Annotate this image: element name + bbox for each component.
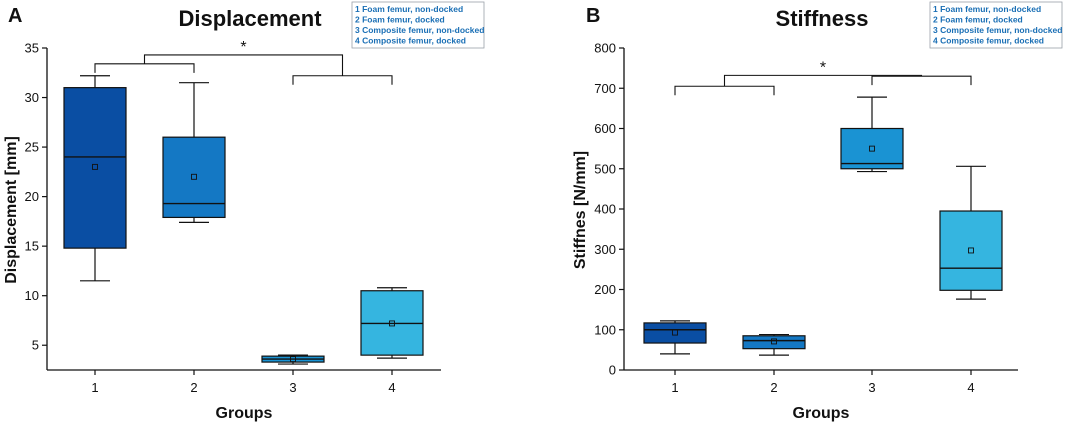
x-tick-label: 3 (289, 380, 296, 395)
legend-entry: 3 Composite femur, non-docked (355, 25, 484, 35)
mean-marker (869, 145, 875, 152)
x-tick-label: 1 (91, 380, 98, 395)
x-tick-label: 4 (388, 380, 395, 395)
y-tick-label: 20 (25, 189, 39, 204)
legend-entry: 4 Composite femur, docked (933, 36, 1044, 46)
y-tick-label: 15 (25, 239, 39, 254)
legend-entry: 4 Composite femur, docked (355, 36, 466, 46)
chart-panel-b: B Stiffness 0 100 200 300 400 500 600 700 800 1 2 3 4 G… (572, 1, 1063, 422)
chart-panel-a: A Displacement 5 10 15 20 25 30 35 1 2 3 4 Groups Disp… (3, 1, 485, 422)
y-tick-label: 10 (25, 288, 39, 303)
x-tick-label: 1 (671, 380, 678, 395)
box-iqr (643, 322, 707, 344)
y-axis-title: Stiffnes [N/mm] (572, 151, 589, 269)
y-tick-label: 30 (25, 90, 39, 105)
legend-box (929, 1, 1063, 49)
x-axis-title: Groups (793, 405, 850, 422)
mean-marker (672, 329, 678, 336)
significance-bracket (674, 74, 972, 96)
box-group-2 (742, 333, 806, 356)
box-iqr (742, 335, 806, 350)
mean-marker (968, 247, 974, 254)
chart-title: Displacement (178, 6, 322, 31)
y-tick-label: 35 (25, 41, 39, 56)
box-iqr (840, 127, 904, 170)
y-tick-label: 25 (25, 140, 39, 155)
x-tick-label: 2 (190, 380, 197, 395)
box-iqr (162, 136, 226, 219)
mean-marker (191, 173, 197, 180)
box-group-4 (360, 287, 424, 359)
legend-entry: 1 Foam femur, non-docked (933, 4, 1041, 14)
x-tick-label: 2 (770, 380, 777, 395)
bracket-right (292, 75, 393, 85)
y-tick-label: 200 (594, 282, 616, 297)
box-group-3 (261, 354, 325, 365)
y-tick-label: 100 (594, 322, 616, 337)
legend-entry: 2 Foam femur, docked (355, 15, 445, 25)
y-tick-label: 400 (594, 202, 616, 217)
y-tick-label: 500 (594, 161, 616, 176)
box-group-3 (840, 96, 904, 173)
panel-letter: A (8, 5, 22, 27)
bracket-top (143, 54, 344, 76)
significance-label: * (820, 59, 826, 76)
panel-letter: B (586, 5, 600, 27)
y-tick-label: 800 (594, 41, 616, 56)
legend-entry: 1 Foam femur, non-docked (355, 4, 463, 14)
mean-marker (389, 320, 395, 327)
y-axis-title: Displacement [mm] (3, 136, 20, 284)
bracket-top (723, 74, 923, 87)
bracket-left (674, 85, 775, 96)
y-tick-label: 5 (32, 338, 39, 353)
legend-entry: 3 Composite femur, non-docked (933, 25, 1062, 35)
x-tick-label: 3 (868, 380, 875, 395)
box-group-1 (643, 320, 707, 355)
legend-entry: 2 Foam femur, docked (933, 15, 1023, 25)
legend-box (351, 1, 485, 49)
box-group-4 (939, 165, 1003, 300)
box-group-2 (162, 82, 226, 223)
y-tick-label: 0 (609, 363, 616, 378)
y-tick-label: 300 (594, 242, 616, 257)
mean-marker (771, 338, 777, 345)
chart-title: Stiffness (776, 6, 869, 31)
mean-marker (92, 163, 98, 170)
y-tick-label: 600 (594, 121, 616, 136)
mean-marker (290, 356, 296, 363)
bracket-right (871, 75, 972, 86)
y-tick-label: 700 (594, 81, 616, 96)
significance-bracket (94, 54, 393, 85)
box-iqr (939, 210, 1003, 291)
significance-label: * (240, 39, 246, 56)
x-tick-label: 4 (967, 380, 974, 395)
bracket-left (94, 63, 195, 73)
x-axis-title: Groups (216, 405, 273, 422)
box-iqr (63, 87, 127, 249)
box-group-1 (63, 75, 127, 282)
